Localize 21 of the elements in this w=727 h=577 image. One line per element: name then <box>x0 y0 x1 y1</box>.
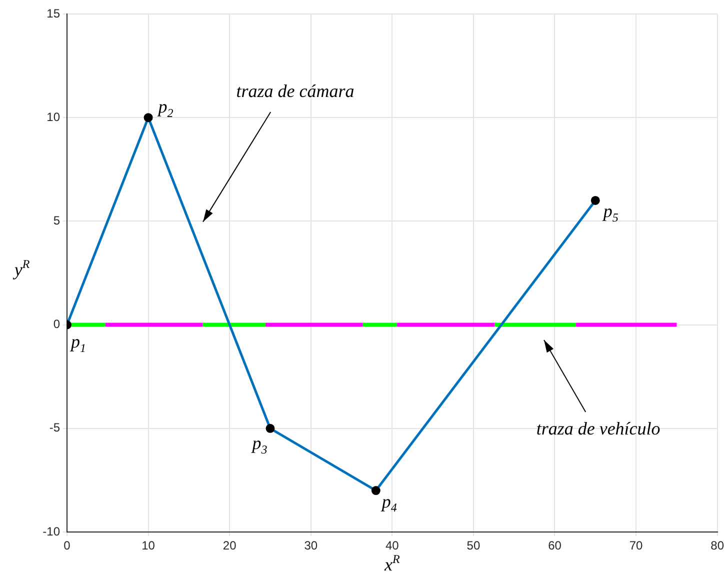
x-tick-label: 50 <box>466 538 480 553</box>
point <box>371 486 380 496</box>
x-tick-label: 0 <box>64 538 71 553</box>
x-tick-label: 20 <box>222 538 237 553</box>
y-tick-label: 5 <box>53 214 60 228</box>
point <box>144 113 153 122</box>
x-tick-label: 80 <box>710 538 724 553</box>
x-tick-label: 30 <box>304 538 318 553</box>
point <box>266 424 275 433</box>
y-tick-label: -10 <box>42 524 60 538</box>
y-tick-label: -5 <box>49 420 60 435</box>
x-tick-label: 10 <box>142 538 156 553</box>
x-tick-label: 60 <box>548 538 562 553</box>
y-tick-label: 10 <box>46 110 60 124</box>
x-tick-label: 40 <box>385 538 400 553</box>
y-tick-label: 0 <box>53 317 60 332</box>
annotation: traza de cámara <box>236 80 354 101</box>
y-tick-label: 15 <box>46 6 60 20</box>
x-tick-label: 70 <box>629 538 644 553</box>
annotation: traza de vehículo <box>536 418 660 439</box>
point <box>590 196 600 205</box>
